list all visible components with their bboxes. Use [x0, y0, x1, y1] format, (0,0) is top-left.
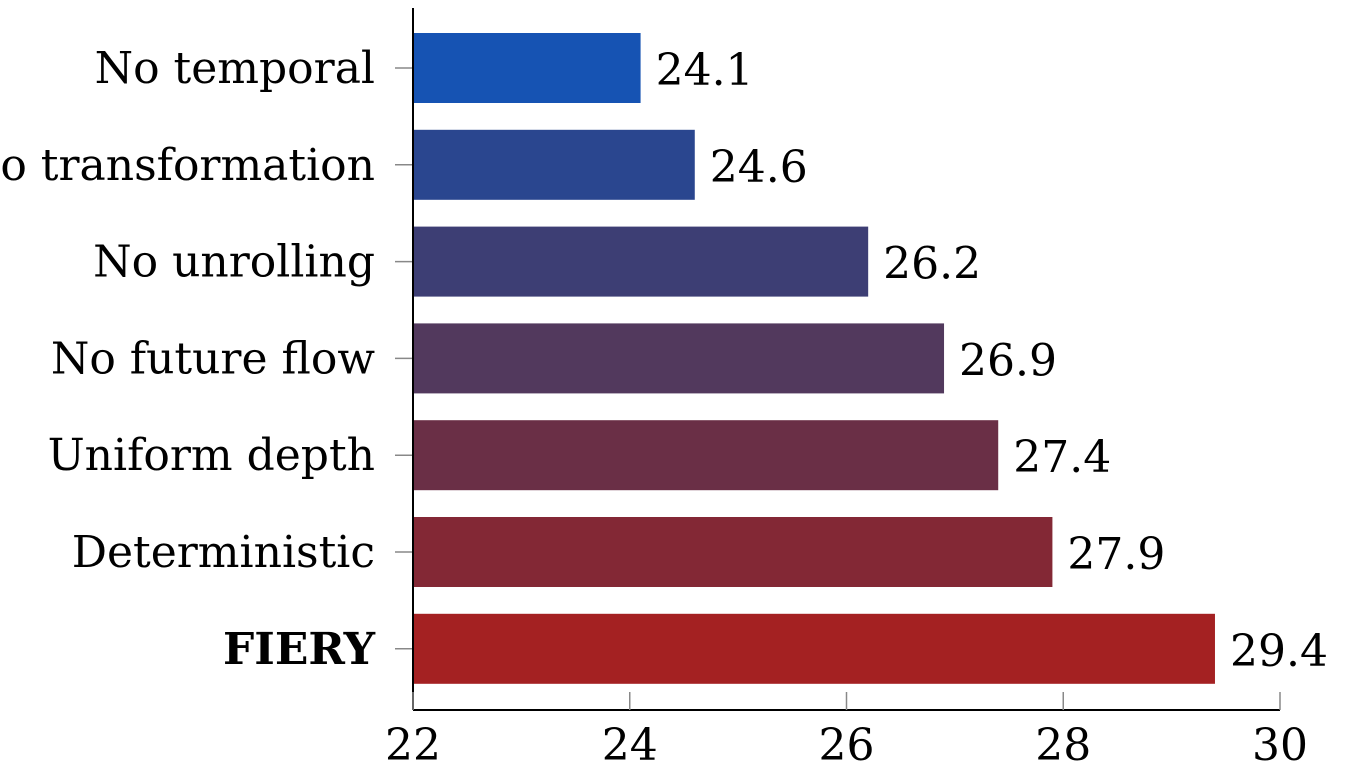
x-tick-label-3: 28 — [1035, 720, 1091, 766]
x-tick-label-1: 24 — [602, 720, 658, 766]
x-tick-label-4: 30 — [1252, 720, 1308, 766]
category-label-2: No unrolling — [93, 237, 375, 288]
value-label-0: 24.1 — [656, 45, 754, 96]
bar-0 — [413, 33, 641, 103]
value-label-5: 27.9 — [1067, 529, 1165, 580]
value-label-1: 24.6 — [710, 142, 808, 193]
x-tick-label-2: 26 — [819, 720, 875, 766]
x-axis-ticks: 22 24 26 28 30 — [385, 692, 1308, 766]
x-tick-label-0: 22 — [385, 720, 441, 766]
category-labels: No temporal No transformation No unrolling… — [0, 43, 376, 675]
bar-2 — [413, 226, 869, 297]
category-label-6: FIERY — [223, 624, 376, 675]
bar-3 — [413, 323, 945, 394]
category-label-1: No transformation — [0, 140, 375, 191]
bar-6 — [413, 613, 1215, 684]
category-label-4: Uniform depth — [48, 430, 375, 481]
value-labels: 24.1 24.6 26.2 26.9 27.4 27.9 29.4 — [656, 45, 1328, 677]
category-label-5: Deterministic — [72, 527, 375, 578]
bar-5 — [413, 517, 1053, 587]
bar-1 — [413, 129, 695, 200]
category-label-3: No future flow — [51, 333, 376, 384]
y-axis-ticks — [395, 67, 413, 650]
value-label-6: 29.4 — [1230, 626, 1328, 677]
value-label-3: 26.9 — [959, 335, 1057, 386]
bar-4 — [413, 420, 999, 491]
category-label-0: No temporal — [95, 43, 375, 94]
value-label-2: 26.2 — [883, 239, 981, 290]
bars-group — [413, 33, 1215, 684]
value-label-4: 27.4 — [1013, 432, 1111, 483]
